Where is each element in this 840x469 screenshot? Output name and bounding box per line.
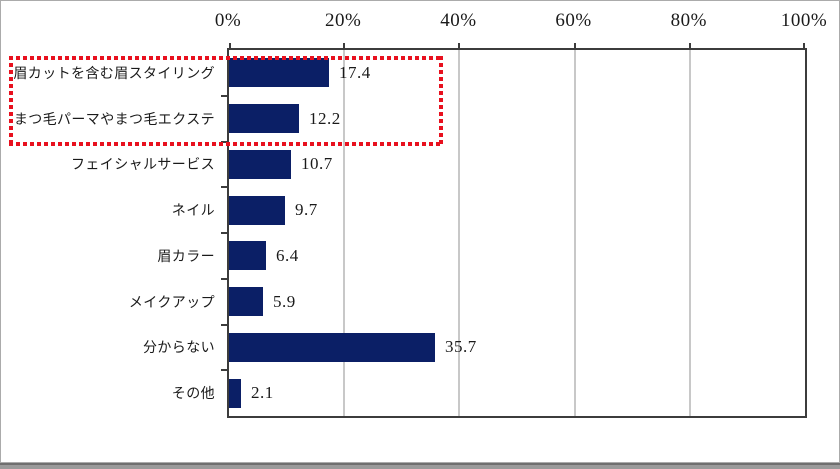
x-axis-tick-mark (229, 43, 231, 48)
x-axis-tick-mark (343, 43, 346, 48)
x-axis-tick-mark (573, 43, 576, 48)
highlight-dotted-rectangle (9, 56, 443, 146)
bar-6 (229, 287, 263, 317)
category-label: その他 (171, 387, 215, 403)
bar-8 (229, 378, 241, 408)
bar-value-label: 35.7 (445, 337, 477, 357)
bar-4 (229, 195, 285, 225)
category-label: 眉カラー (157, 249, 215, 265)
bar-7 (229, 332, 435, 362)
bar-5 (229, 241, 266, 271)
vertical-gridline (688, 50, 691, 416)
x-axis-tick-label: 100% (780, 10, 828, 31)
x-axis-tick-mark (688, 43, 691, 48)
category-axis-tick-mark (221, 277, 227, 280)
x-axis-tick-label: 60% (555, 10, 592, 31)
category-axis-tick-mark (221, 186, 227, 189)
bar-value-label: 9.7 (295, 200, 318, 220)
bar-value-label: 2.1 (251, 383, 274, 403)
bar-value-label: 6.4 (276, 245, 299, 265)
x-axis-tick-label: 40% (440, 10, 477, 31)
category-label: メイクアップ (128, 295, 215, 311)
x-axis-tick-mark (803, 43, 805, 48)
category-axis-tick-mark (221, 323, 227, 326)
x-axis-tick-label: 20% (325, 10, 362, 31)
bar-value-label: 10.7 (301, 154, 333, 174)
vertical-gridline (343, 50, 346, 416)
bar-value-label: 5.9 (273, 291, 296, 311)
x-axis-tick-mark (458, 43, 461, 48)
category-label: ネイル (171, 204, 215, 220)
category-axis-tick-mark (221, 232, 227, 234)
bar-3 (229, 149, 291, 179)
category-label: 分からない (143, 341, 215, 357)
vertical-gridline (573, 50, 576, 416)
category-axis-tick-mark (221, 369, 227, 372)
vertical-gridline (458, 50, 461, 416)
category-label: フェイシャルサービス (71, 158, 215, 174)
window-bottom-edge (0, 463, 840, 469)
x-axis-tick-label: 80% (670, 10, 707, 31)
x-axis-tick-label: 0% (214, 10, 242, 31)
